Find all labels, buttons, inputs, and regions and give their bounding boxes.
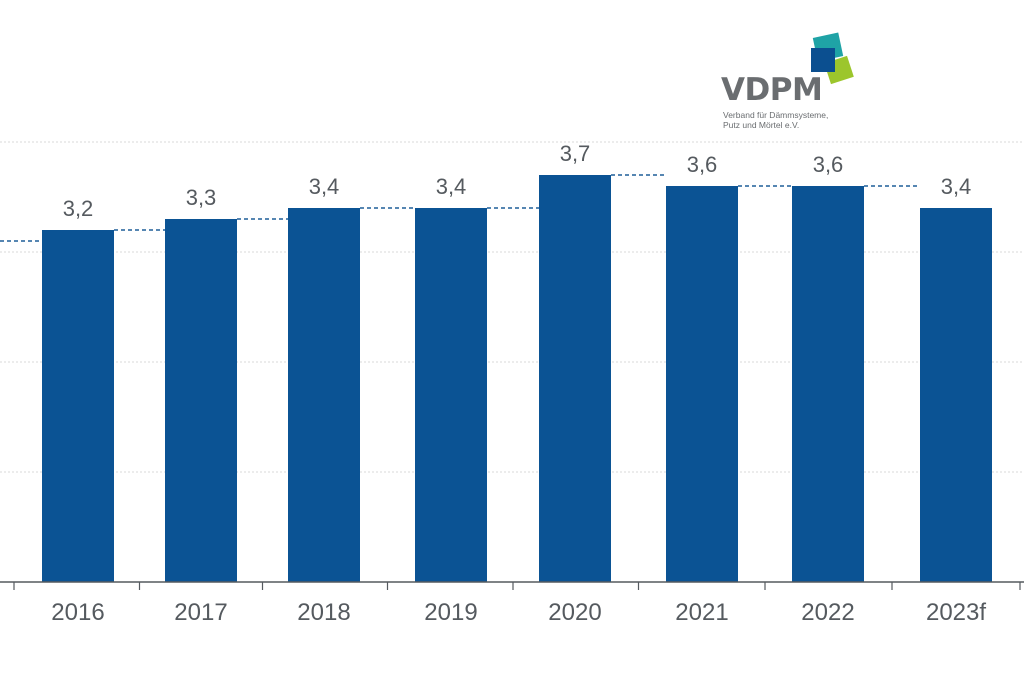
logo-subtitle-line1: Verband für Dämmsysteme,	[723, 110, 829, 120]
logo-name: VDPM	[721, 72, 823, 108]
category-label: 2022	[801, 599, 854, 626]
bar-2017	[165, 219, 237, 582]
category-label: 2021	[675, 599, 728, 626]
logo-subtitle: Verband für Dämmsysteme, Putz und Mörtel…	[723, 110, 828, 130]
value-label: 3,7	[560, 141, 591, 166]
category-label: 2019	[424, 599, 477, 626]
category-label: 2016	[51, 599, 104, 626]
value-label: 3,2	[63, 196, 94, 221]
category-label: 2018	[297, 599, 350, 626]
value-label: 3,4	[436, 174, 467, 199]
value-label: 3,3	[186, 185, 217, 210]
category-label: 2023f	[926, 599, 986, 626]
value-label: 3,4	[309, 174, 340, 199]
bar-2022	[792, 186, 864, 582]
value-label: 3,6	[687, 152, 718, 177]
bar-2023f	[920, 208, 992, 582]
logo-subtitle-line2: Putz und Mörtel e.V.	[723, 120, 800, 130]
bar-2016	[42, 230, 114, 582]
bar-2020	[539, 175, 611, 582]
category-label: 2020	[548, 599, 601, 626]
value-label: 3,6	[813, 152, 844, 177]
logo-square-blue	[811, 48, 835, 72]
value-label: 3,4	[941, 174, 972, 199]
bar-2019	[415, 208, 487, 582]
vdpm-logo: VDPM Verband für Dämmsysteme, Putz und M…	[718, 32, 868, 132]
bar-2021	[666, 186, 738, 582]
category-label: 2017	[174, 599, 227, 626]
bar-2018	[288, 208, 360, 582]
